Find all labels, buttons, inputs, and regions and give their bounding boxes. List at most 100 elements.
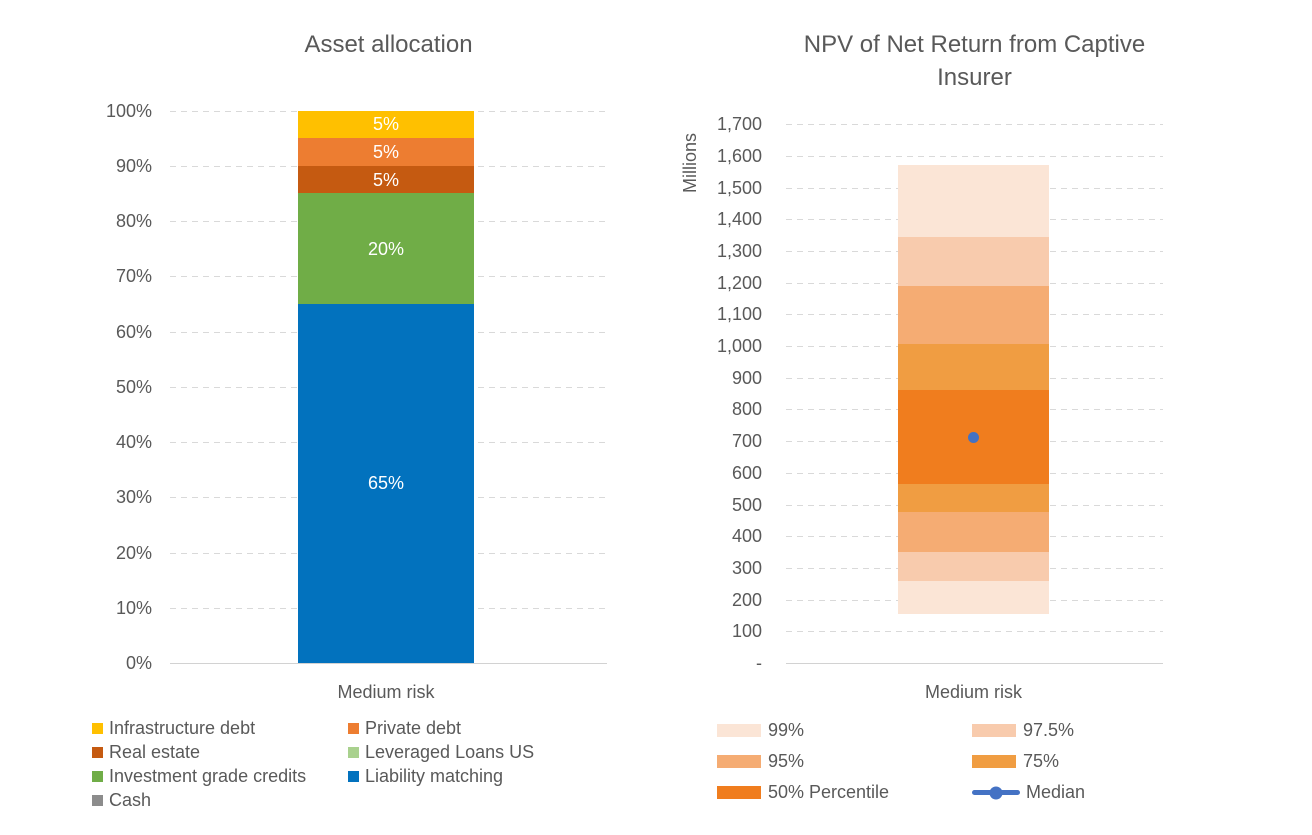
- legend-item-infrastructure-debt: Infrastructure debt: [92, 716, 348, 740]
- legend-item-median: Median: [972, 777, 1217, 808]
- bar-segment-label: 5%: [372, 141, 399, 162]
- legend-item-investment-grade-credits: Investment grade credits: [92, 764, 348, 788]
- bar-segment-liability-matching: [298, 303, 474, 663]
- right-y-tick-label: 1,200: [716, 272, 762, 293]
- percentile-band-97-5-1: [898, 552, 1049, 581]
- left-y-tick-label: 80%: [115, 211, 152, 231]
- legend-label: Infrastructure debt: [109, 717, 256, 738]
- percentile-band-95-6: [898, 285, 1049, 345]
- right-y-tick-label: 700: [731, 431, 762, 452]
- right-y-tick-label: 1,500: [716, 177, 762, 198]
- legend-item-cash: Cash: [92, 788, 348, 812]
- legend-item-75: 75%: [972, 746, 1217, 777]
- gridline: [786, 124, 1163, 126]
- left-x-axis-line: [170, 663, 607, 664]
- right-y-tick-label: 1,400: [716, 209, 762, 230]
- right-y-tick-label: 1,000: [716, 336, 762, 356]
- right-chart-title-line2: Insurer: [937, 64, 1012, 91]
- left-y-tick-label: 70%: [115, 266, 152, 287]
- legend-item-50-percentile: 50% Percentile: [717, 777, 972, 808]
- left-y-tick-label: 40%: [115, 432, 152, 452]
- gridline: [786, 155, 1163, 157]
- legend-item-leveraged-loans-us: Leveraged Loans US: [348, 740, 652, 764]
- left-y-tick-label: 50%: [115, 376, 152, 397]
- left-y-tick-label: 0%: [125, 653, 152, 673]
- bar-segment-private-debt: [298, 138, 474, 166]
- legend-swatch-private-debt: [348, 722, 359, 734]
- legend-swatch-50-percentile: [717, 786, 761, 799]
- legend-swatch-leveraged-loans-us: [348, 746, 359, 758]
- legend-item-97-5: 97.5%: [972, 715, 1217, 746]
- right-y-tick-label: 400: [731, 526, 762, 547]
- bar-segment-label: 5%: [372, 169, 399, 190]
- bar-segment-real-estate: [298, 165, 474, 194]
- legend-item-real-estate: Real estate: [92, 740, 348, 764]
- right-y-tick-label: 200: [731, 589, 762, 610]
- legend-swatch-95: [717, 755, 761, 768]
- legend-label: Investment grade credits: [109, 765, 307, 786]
- percentile-band-99-8: [898, 165, 1049, 237]
- left-y-tick-label: 20%: [115, 542, 152, 563]
- legend-swatch-real-estate: [92, 746, 103, 758]
- legend-label: 75%: [1023, 751, 1060, 771]
- percentile-band-99-0: [898, 580, 1049, 614]
- left-y-tick-label: 100%: [105, 100, 152, 121]
- right-legend: 99% 97.5% 95% 75% 50% Percentile Median: [717, 715, 1217, 808]
- legend-label: Cash: [109, 789, 152, 810]
- legend-label: 97.5%: [1023, 720, 1075, 740]
- legend-item-liability-matching: Liability matching: [348, 764, 652, 788]
- left-chart-title: Asset allocation: [304, 31, 473, 58]
- right-y-tick-label: 300: [731, 557, 762, 578]
- legend-label: 50% Percentile: [768, 782, 890, 802]
- legend-swatch-investment-grade-credits: [92, 770, 103, 782]
- percentile-band-75-3: [898, 483, 1049, 513]
- right-y-tick-label: 1,100: [716, 304, 762, 325]
- right-y-tick-label: 1,600: [716, 145, 762, 166]
- bar-segment-label: 65%: [367, 473, 405, 494]
- gridline: [786, 631, 1163, 633]
- legend-item-95: 95%: [717, 746, 972, 777]
- bar-segment-label: 5%: [372, 114, 399, 135]
- median-marker: [968, 432, 979, 444]
- legend-label: Median: [1026, 782, 1086, 802]
- legend-swatch-75: [972, 755, 1016, 768]
- right-x-axis-line: [786, 663, 1163, 664]
- left-legend: Infrastructure debt Private debt Real esta…: [92, 716, 652, 812]
- bar-segment-infrastructure-debt: [298, 110, 474, 139]
- legend-median-line: [972, 786, 1020, 799]
- right-x-axis-label: Medium risk: [924, 682, 1022, 702]
- legend-label: Leveraged Loans US: [365, 741, 535, 762]
- legend-label: 99%: [768, 720, 805, 740]
- right-y-tick-label: 100: [731, 621, 762, 642]
- right-y-tick-label: 1,700: [716, 114, 762, 135]
- left-x-axis-label: Medium risk: [337, 682, 435, 702]
- legend-swatch-97-5: [972, 724, 1016, 737]
- legend-swatch-99: [717, 724, 761, 737]
- right-y-tick-label: 900: [731, 367, 762, 388]
- right-y-tick-label: 600: [731, 462, 762, 483]
- legend-swatch-liability-matching: [348, 770, 359, 782]
- legend-label: Liability matching: [365, 765, 504, 786]
- legend-median-marker-icon: [989, 786, 1003, 799]
- legend-label: 95%: [768, 751, 805, 771]
- right-y-tick-label: 500: [731, 494, 762, 515]
- percentile-band-95-2: [898, 512, 1049, 552]
- percentile-band-75-5: [898, 344, 1049, 391]
- percentile-band-97-5-7: [898, 236, 1049, 286]
- legend-swatch-infrastructure-debt: [92, 722, 103, 734]
- right-y-tick-label: 800: [731, 399, 762, 420]
- left-y-tick-label: 30%: [115, 487, 152, 508]
- left-y-tick-label: 60%: [115, 321, 152, 342]
- legend-item-99: 99%: [717, 715, 972, 746]
- bar-segment-investment-grade-credits: [298, 193, 474, 304]
- left-y-tick-label: 10%: [115, 597, 152, 618]
- legend-item-private-debt: Private debt: [348, 716, 652, 740]
- right-chart-title: NPV of Net Return from Captive Insurer: [786, 28, 1163, 94]
- left-y-tick-label: 90%: [115, 155, 152, 176]
- legend-label: Real estate: [109, 741, 201, 762]
- legend-label: Private debt: [365, 717, 462, 738]
